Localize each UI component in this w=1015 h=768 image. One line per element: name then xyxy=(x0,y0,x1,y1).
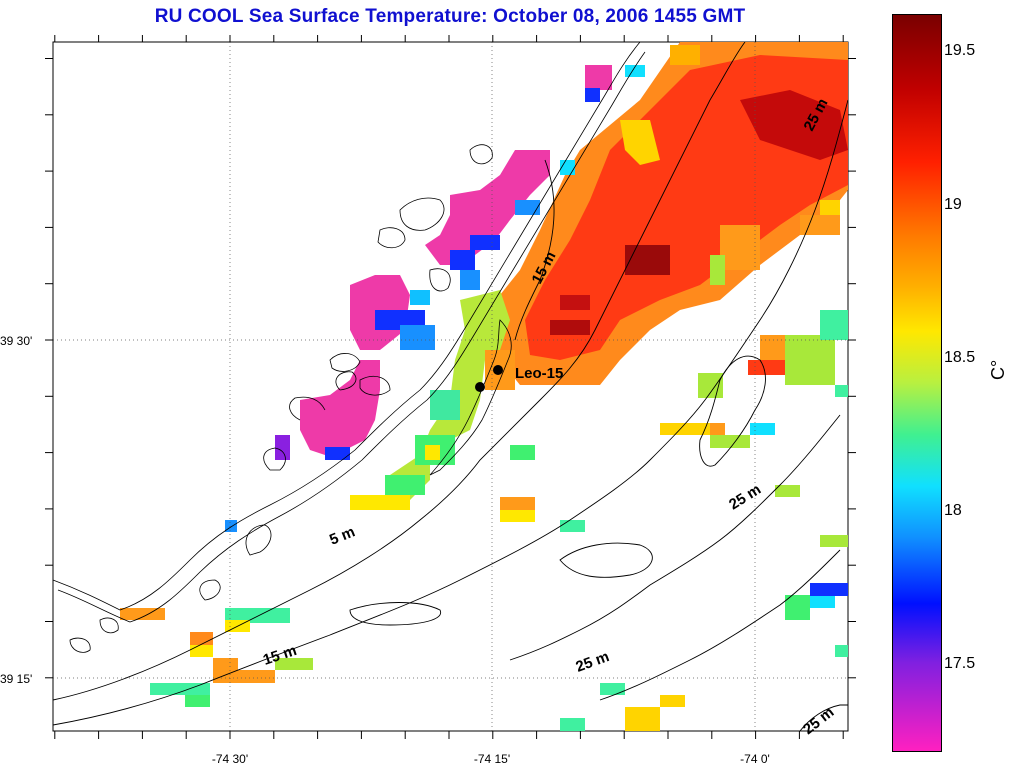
sst-cell xyxy=(710,255,725,285)
y-tick-label: 39 30' xyxy=(0,334,32,348)
axis-ticks xyxy=(45,35,856,739)
sst-cell xyxy=(430,390,460,420)
sst-cell xyxy=(450,250,475,270)
sst-cell xyxy=(470,235,500,250)
sst-cell xyxy=(760,335,785,360)
sst-cell xyxy=(625,707,660,731)
sst-cell xyxy=(515,200,540,215)
sst-cell xyxy=(560,520,585,532)
sst-plume-yellow xyxy=(620,120,660,165)
station-label: Leo-15 xyxy=(515,365,563,382)
colorbar-tick: 19.5 xyxy=(944,42,976,59)
colorbar-tick: 18.5 xyxy=(944,349,976,366)
sst-cell xyxy=(820,310,848,340)
sst-cell xyxy=(350,495,410,510)
sst-cell xyxy=(785,595,810,620)
colorbar-unit: C° xyxy=(988,359,1008,380)
sst-cell xyxy=(698,373,723,398)
sst-cell xyxy=(150,683,210,695)
sst-cell xyxy=(385,475,425,495)
station-marker xyxy=(493,365,503,375)
sst-cell xyxy=(835,385,848,397)
sst-cell xyxy=(560,295,590,310)
sst-coastal-green xyxy=(390,290,510,500)
sst-cell xyxy=(748,360,785,375)
sst-cell xyxy=(190,645,213,657)
sst-cell xyxy=(660,423,710,435)
contour-label: 5 m xyxy=(327,523,357,548)
sst-cell xyxy=(810,596,835,608)
sst-cell xyxy=(275,658,313,670)
sst-cell xyxy=(810,583,848,596)
sst-cell xyxy=(585,88,600,102)
coastline xyxy=(52,41,646,653)
graticule xyxy=(53,42,848,731)
sst-cell xyxy=(560,718,585,731)
sst-cell xyxy=(185,695,210,707)
x-tick-label: -74 15' xyxy=(474,752,510,766)
sst-cell xyxy=(835,645,848,657)
sst-cell xyxy=(500,510,535,522)
sst-cell xyxy=(710,423,725,435)
colorbar xyxy=(892,14,942,754)
colorbar-tick: 17.5 xyxy=(944,655,976,672)
sst-cell xyxy=(800,215,840,235)
sst-cell xyxy=(238,670,275,683)
x-tick-label: -74 30' xyxy=(212,752,248,766)
sst-cell xyxy=(410,290,430,305)
sst-cell xyxy=(670,45,700,65)
sst-cell xyxy=(750,423,775,435)
x-tick-label: -74 0' xyxy=(740,752,770,766)
sst-cell xyxy=(400,325,435,350)
sst-pixels xyxy=(120,42,848,731)
sst-cell xyxy=(720,225,760,270)
station-marker xyxy=(475,382,485,392)
sst-cell xyxy=(225,608,290,623)
sst-cell xyxy=(710,435,750,448)
sst-cell xyxy=(550,320,590,335)
sst-plume-darkred xyxy=(740,90,848,160)
map-title: RU COOL Sea Surface Temperature: October… xyxy=(154,6,746,27)
sst-cell xyxy=(785,335,835,385)
bathymetry-contours xyxy=(52,41,849,732)
sst-cell xyxy=(325,447,350,460)
sst-cell xyxy=(820,535,848,547)
sst-cell xyxy=(190,632,213,647)
sst-cell xyxy=(213,658,238,683)
sst-cell xyxy=(660,695,685,707)
sst-cell xyxy=(225,520,237,532)
y-tick-label: 39 15' xyxy=(0,672,32,686)
colorbar-tick: 19 xyxy=(944,196,962,213)
sst-cell xyxy=(560,160,575,175)
sst-cell xyxy=(460,270,480,290)
sst-cell xyxy=(275,435,290,460)
sst-cell xyxy=(585,65,612,90)
sst-bay-magenta xyxy=(425,150,550,265)
sst-cell xyxy=(775,485,800,497)
colorbar-tick: 18 xyxy=(944,502,962,519)
sst-cell xyxy=(625,245,670,275)
sst-cell xyxy=(600,683,625,695)
contour-label: 25 m xyxy=(574,648,612,676)
colorbar-gradient xyxy=(892,14,942,752)
sst-cell xyxy=(425,445,440,460)
contour-label: 25 m xyxy=(726,481,764,514)
sst-cell xyxy=(120,608,165,620)
contour-label: 25 m xyxy=(800,704,837,738)
sst-cell xyxy=(510,445,535,460)
station-leo15: Leo-15 xyxy=(475,365,563,392)
